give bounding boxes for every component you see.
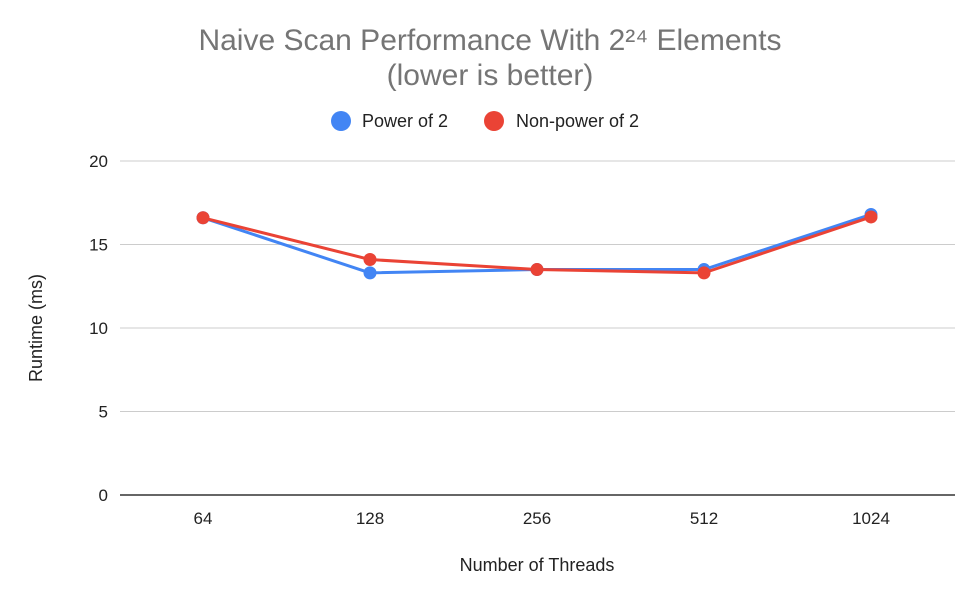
y-axis-label: Runtime (ms) <box>26 274 46 382</box>
y-tick-label: 15 <box>89 236 108 255</box>
data-point <box>864 210 878 224</box>
data-point <box>530 263 544 277</box>
y-tick-label: 20 <box>89 152 108 171</box>
y-tick-labels: 0 5 10 15 20 <box>89 152 108 505</box>
x-tick-label: 128 <box>356 509 384 528</box>
data-point <box>363 253 377 267</box>
x-tick-label: 1024 <box>852 509 890 528</box>
x-tick-label: 512 <box>690 509 718 528</box>
y-tick-label: 0 <box>99 486 108 505</box>
y-tick-label: 10 <box>89 319 108 338</box>
chart-title: Naive Scan Performance With 2²⁴ Elements <box>198 24 781 57</box>
x-axis-label: Number of Threads <box>460 555 615 575</box>
legend-label-power-of-2: Power of 2 <box>362 111 448 131</box>
y-tick-label: 5 <box>99 403 108 422</box>
data-point <box>196 211 210 225</box>
data-point <box>363 266 377 280</box>
series-layer <box>196 207 878 280</box>
gridlines <box>120 160 955 496</box>
legend: Power of 2 Non-power of 2 <box>331 111 639 131</box>
x-tick-label: 64 <box>194 509 213 528</box>
legend-label-non-power-of-2: Non-power of 2 <box>516 111 639 131</box>
chart-subtitle: (lower is better) <box>387 59 594 92</box>
series-1 <box>196 210 878 280</box>
data-point <box>697 266 711 280</box>
legend-marker-non-power-of-2 <box>484 111 504 131</box>
legend-marker-power-of-2 <box>331 111 351 131</box>
x-tick-label: 256 <box>523 509 551 528</box>
x-tick-labels: 64 128 256 512 1024 <box>194 509 890 528</box>
